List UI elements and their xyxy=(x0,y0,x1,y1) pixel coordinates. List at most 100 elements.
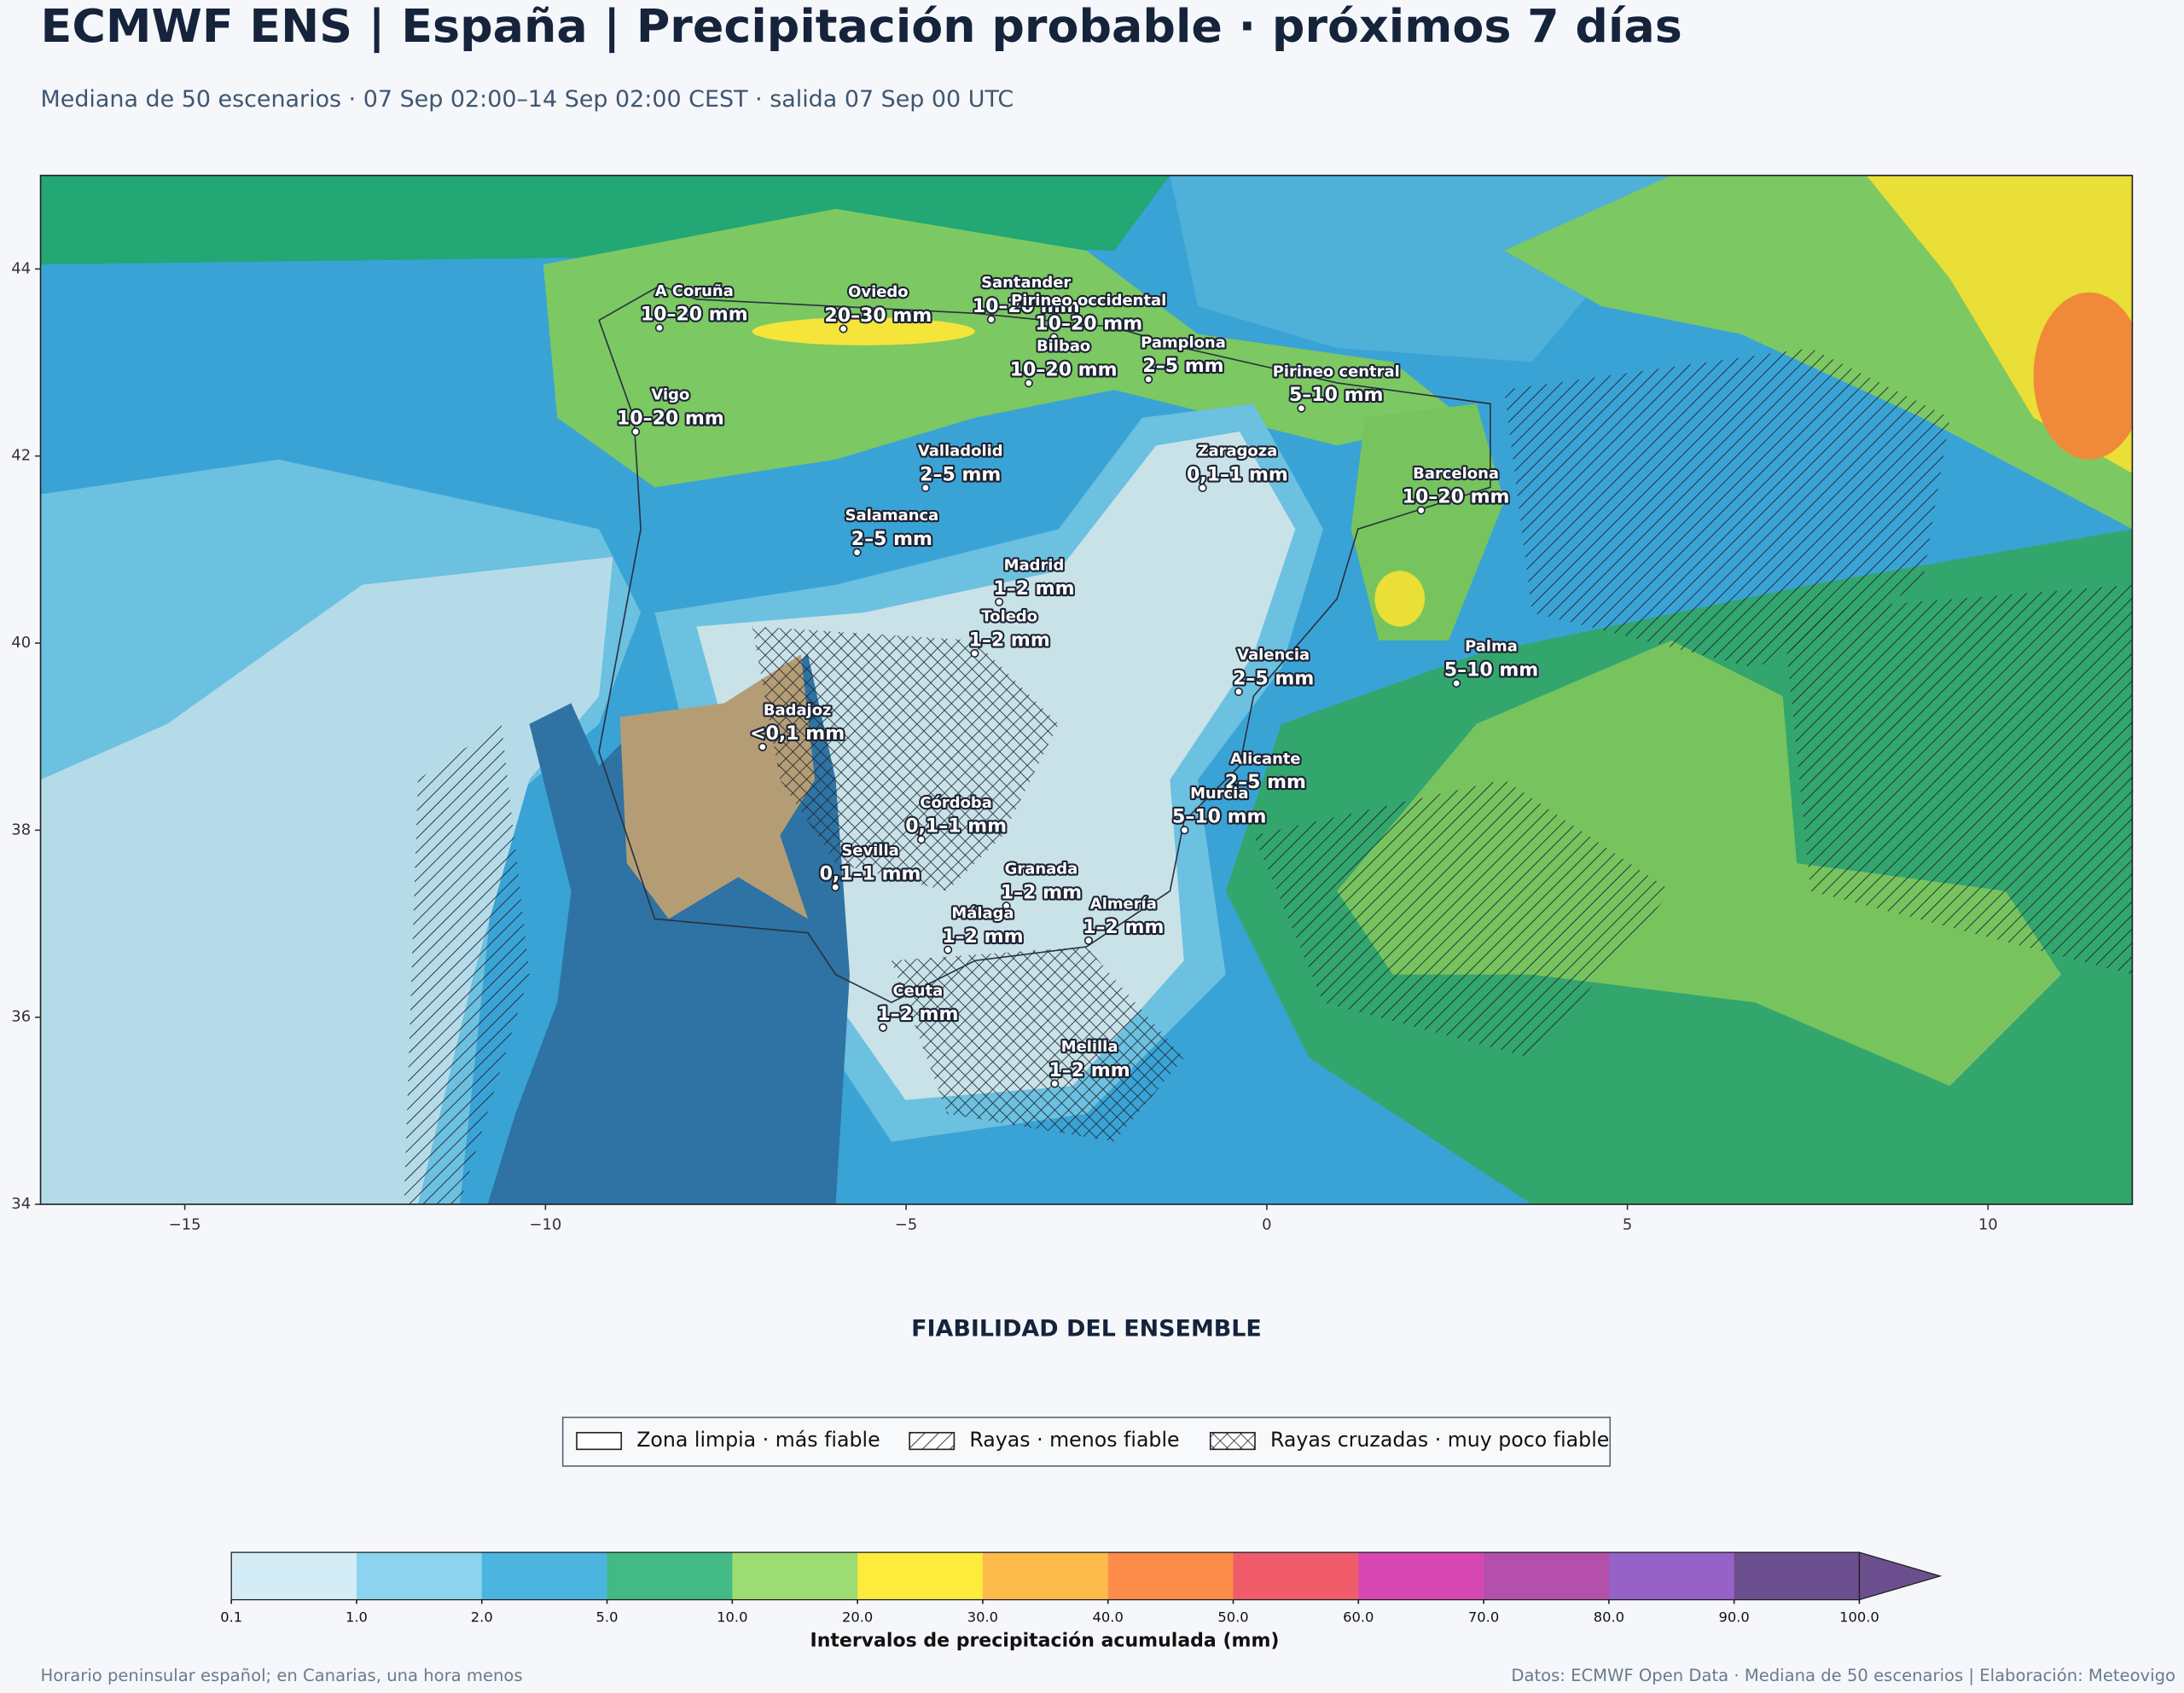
city-dot xyxy=(878,1023,888,1032)
city-dot xyxy=(986,315,996,324)
city-name: Sevilla xyxy=(841,842,898,860)
city-value: 0,1–1 mm xyxy=(820,864,921,885)
colorbar-frame xyxy=(230,1551,1861,1601)
colorbar-segment xyxy=(1233,1552,1360,1600)
city-value: 10–20 mm xyxy=(617,408,724,429)
city-value: 5–10 mm xyxy=(1444,659,1539,681)
city-value: 10–20 mm xyxy=(973,296,1080,317)
colorbar-extend xyxy=(1858,1551,1943,1601)
city-name: Murcia xyxy=(1190,785,1248,803)
colorbar-tick-label: 100.0 xyxy=(1839,1609,1879,1625)
city-value: 2–5 mm xyxy=(851,529,932,550)
city-dot xyxy=(1002,902,1011,911)
city-value: 2–5 mm xyxy=(1142,356,1223,377)
city-dot xyxy=(1198,483,1207,493)
colorbar-tick-label: 1.0 xyxy=(346,1609,368,1625)
x-tick-label: 0 xyxy=(1262,1216,1271,1234)
city-name: Málaga xyxy=(951,904,1014,922)
colorbar-segment xyxy=(857,1552,984,1600)
city-dot xyxy=(1416,506,1426,515)
y-tick-label: 36 xyxy=(11,1008,31,1026)
city-name: Pamplona xyxy=(1141,333,1226,351)
city-dot xyxy=(758,742,767,751)
legend-hatch xyxy=(909,1432,955,1450)
colorbar-tick-label: 80.0 xyxy=(1594,1609,1624,1625)
city-name: Almería xyxy=(1090,895,1157,913)
city-value: 0,1–1 mm xyxy=(1187,464,1288,485)
legend-label: Zona limpia · más fiable xyxy=(636,1428,880,1452)
subtitle: Mediana de 50 escenarios · 07 Sep 02:00–… xyxy=(41,86,1014,113)
y-tick-label: 42 xyxy=(11,447,31,465)
colorbar-segment xyxy=(231,1552,357,1600)
y-tick-label: 44 xyxy=(11,259,31,277)
city-name: Valencia xyxy=(1237,646,1310,664)
colorbar-segment xyxy=(732,1552,858,1600)
city-name: Barcelona xyxy=(1413,465,1499,483)
colorbar-label: Intervalos de precipitación acumulada (m… xyxy=(810,1631,1280,1652)
colorbar-segment xyxy=(356,1552,483,1600)
colorbar-tick-label: 2.0 xyxy=(471,1609,493,1625)
x-tick-label: −5 xyxy=(895,1216,917,1234)
colorbar-tick-label: 0.1 xyxy=(220,1609,242,1625)
legend-label: Rayas · menos fiable xyxy=(969,1428,1179,1452)
city-dot xyxy=(921,483,930,493)
city-name: Melilla xyxy=(1061,1038,1118,1056)
colorbar: 0.1 1.0 2.0 5.0 10.0 20.0 30.0 40.0 50.0 60.0 70.0… xyxy=(220,1551,1943,1625)
city-dot xyxy=(1024,379,1033,388)
y-tick-label: 38 xyxy=(11,820,31,838)
city-name: Santander xyxy=(981,274,1071,292)
city-value: 10–20 mm xyxy=(1035,314,1142,335)
city-value: 2–5 mm xyxy=(1225,772,1306,793)
y-tick-label: 40 xyxy=(11,634,31,652)
city-dot xyxy=(1083,936,1094,945)
city-name: Córdoba xyxy=(920,794,991,812)
city-dot xyxy=(654,323,665,333)
city-value: 1–2 mm xyxy=(942,926,1023,948)
city-value: 1–2 mm xyxy=(969,629,1050,651)
colorbar-tick-label: 20.0 xyxy=(842,1609,873,1625)
city-dot xyxy=(852,548,862,557)
city-dot xyxy=(944,945,953,954)
city-dot xyxy=(831,883,840,892)
legend: Zona limpia · más fiable Rayas · menos fi… xyxy=(576,1428,1609,1452)
x-tick-label: 5 xyxy=(1623,1216,1632,1234)
city-value: 2–5 mm xyxy=(1233,668,1314,689)
colorbar-segment xyxy=(481,1552,608,1600)
legend-title: FIABILIDAD DEL ENSEMBLE xyxy=(911,1315,1262,1342)
precip-field xyxy=(40,175,2133,1205)
city-name: Toledo xyxy=(981,608,1037,626)
city-name: Pirineo central xyxy=(1273,362,1400,380)
city-value: 10–20 mm xyxy=(1403,487,1510,508)
city-dot xyxy=(630,427,641,437)
city-dot xyxy=(1226,791,1235,800)
city-value: 1–2 mm xyxy=(1001,882,1082,903)
city-dot xyxy=(995,597,1004,606)
city-name: Valladolid xyxy=(918,443,1003,461)
city-name: Vigo xyxy=(651,386,689,404)
x-tick-label: 10 xyxy=(1978,1216,1998,1234)
y-tick-label: 34 xyxy=(11,1195,31,1213)
colorbar-tick-label: 10.0 xyxy=(717,1609,747,1625)
x-tick-label: −10 xyxy=(529,1216,561,1234)
colorbar-tick-label: 70.0 xyxy=(1468,1609,1499,1625)
colorbar-tick-label: 40.0 xyxy=(1093,1609,1124,1625)
title: ECMWF ENS | España | Precipitación proba… xyxy=(41,0,1682,53)
colorbar-segment xyxy=(1107,1552,1234,1600)
city-dot xyxy=(1049,333,1059,342)
city-value: 2–5 mm xyxy=(920,464,1001,485)
city-name: A Coruña xyxy=(655,282,734,300)
footer-right: Datos: ECMWF Open Data · Mediana de 50 e… xyxy=(1511,1666,2175,1685)
colorbar-tick-label: 30.0 xyxy=(967,1609,998,1625)
legend-label: Rayas cruzadas · muy poco fiable xyxy=(1270,1428,1609,1452)
city-dot xyxy=(1234,687,1243,697)
city-name: Ceuta xyxy=(892,982,943,1000)
city-name: Bilbao xyxy=(1037,338,1090,356)
city-dot xyxy=(839,324,848,333)
footer-left: Horario peninsular español; en Canarias,… xyxy=(41,1666,523,1685)
map-overlay: −15 −10 −5 0 5 10 34 36 38 40 42 44 A Coruña 10–20 mm… xyxy=(11,259,1997,1233)
legend-hatch xyxy=(1210,1432,1255,1450)
legend-swatch xyxy=(576,1431,623,1451)
colorbar-tick-label: 60.0 xyxy=(1343,1609,1374,1625)
